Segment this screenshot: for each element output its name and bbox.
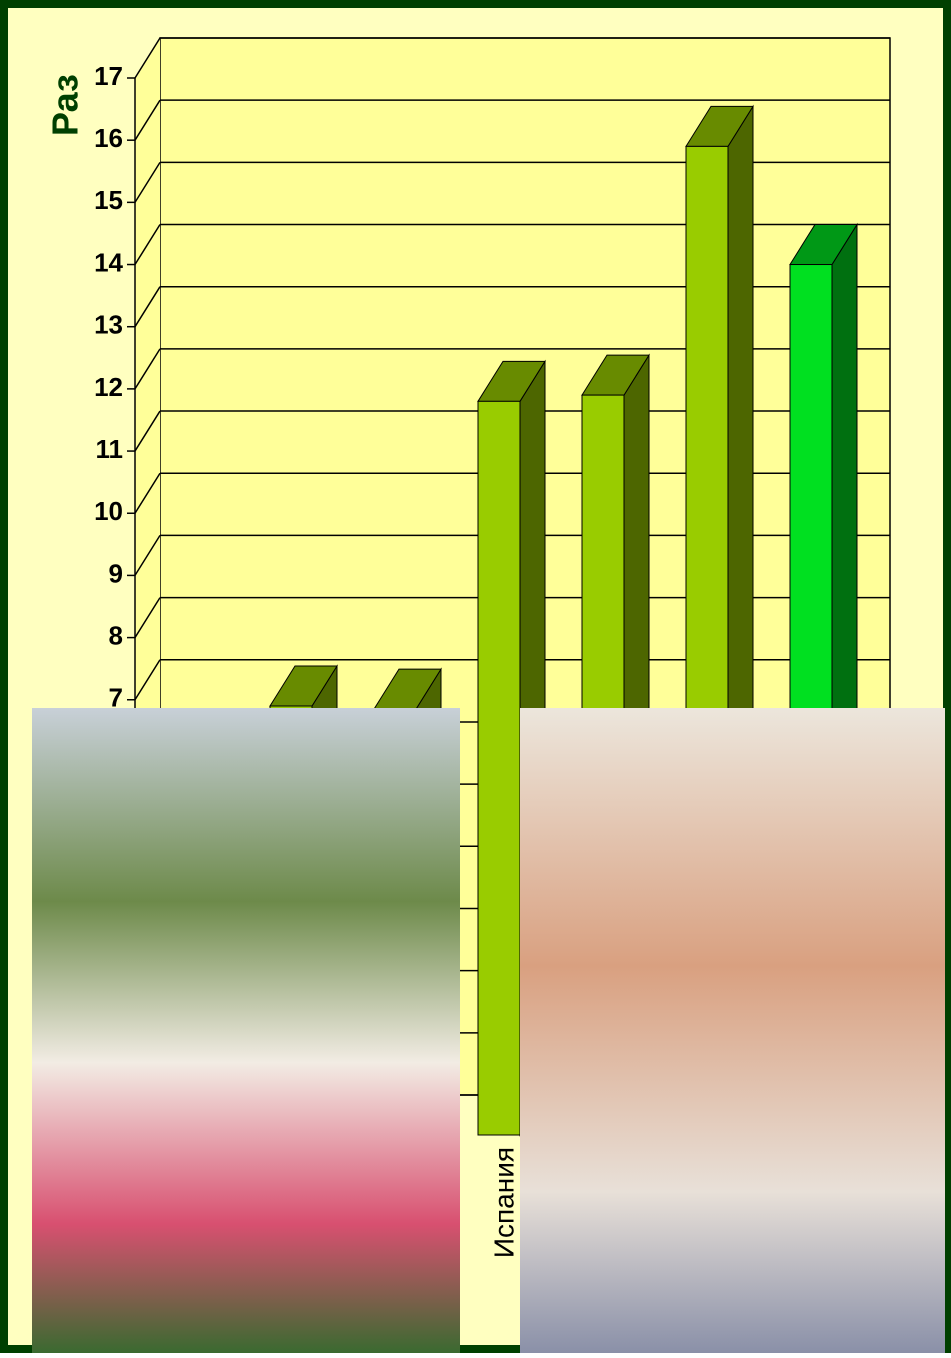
y-axis-label: Раз xyxy=(45,74,86,136)
y-tick-label: 15 xyxy=(94,185,123,215)
slide: 01234567891011121314151617Испания Раз xyxy=(0,0,951,1353)
y-tick-label: 10 xyxy=(94,496,123,526)
bar xyxy=(478,401,520,1135)
y-tick-label: 14 xyxy=(94,247,123,277)
x-tick-label: Испания xyxy=(488,1147,519,1258)
y-tick-label: 12 xyxy=(94,372,123,402)
y-tick-label: 13 xyxy=(94,310,123,340)
y-tick-label: 16 xyxy=(94,123,123,153)
y-tick-label: 8 xyxy=(109,620,123,650)
y-tick-label: 9 xyxy=(109,558,123,588)
y-tick-label: 17 xyxy=(94,61,123,91)
photo-man xyxy=(520,708,945,1353)
photo-woman xyxy=(32,708,460,1353)
y-tick-label: 11 xyxy=(96,434,124,464)
